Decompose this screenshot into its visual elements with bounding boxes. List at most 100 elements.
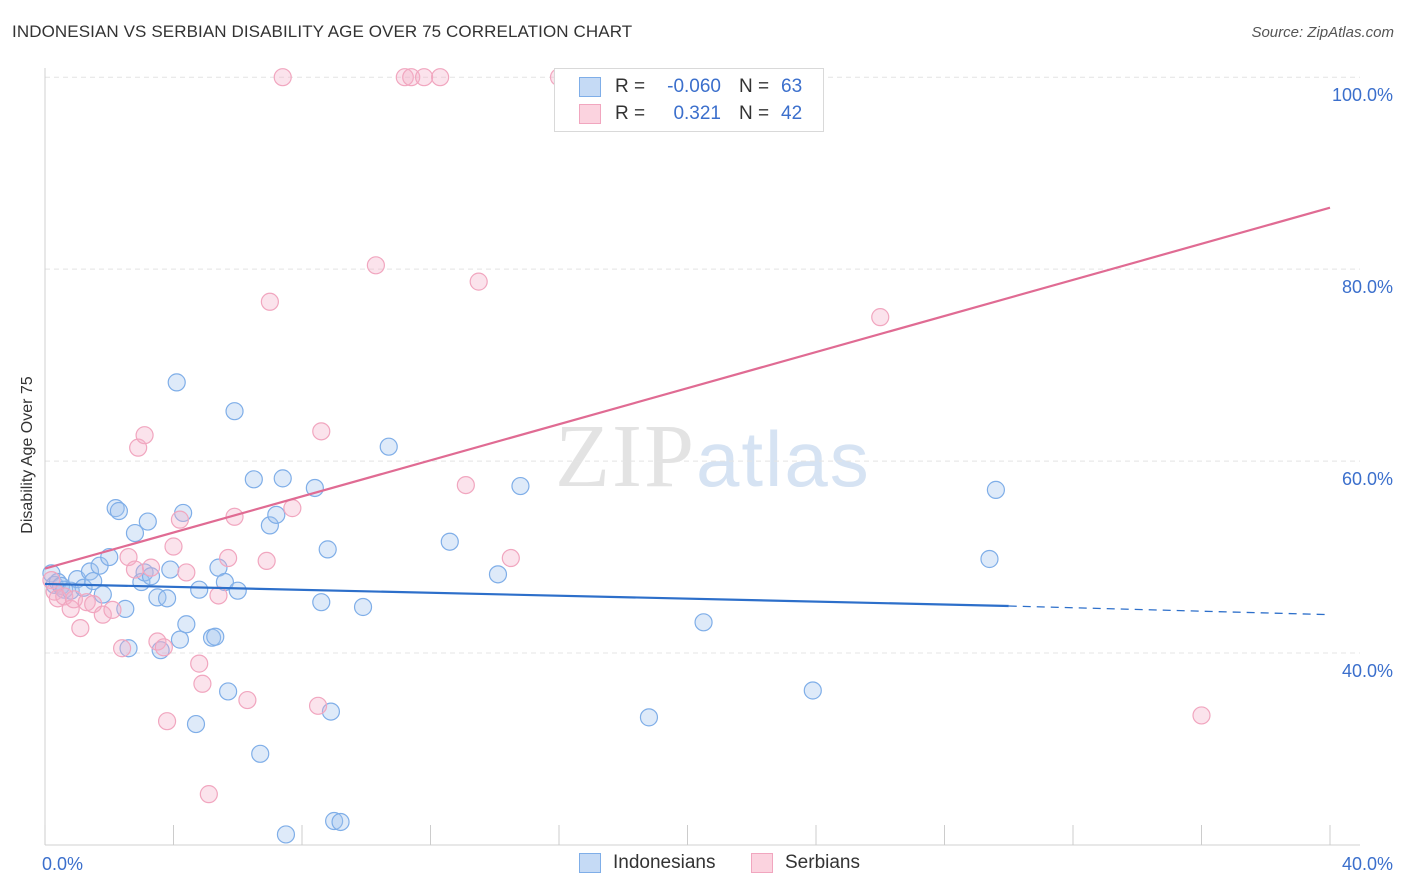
- legend-item-serbians: Serbians: [751, 852, 860, 874]
- r-value-indonesians: -0.060: [667, 76, 721, 97]
- point-indonesians: [273, 469, 292, 488]
- point-indonesians: [312, 593, 331, 612]
- point-indonesians: [119, 639, 138, 658]
- source-label: Source: ZipAtlas.com: [1251, 24, 1394, 41]
- point-serbians: [177, 563, 196, 582]
- point-serbians: [871, 308, 890, 327]
- legend-swatch-serbians: [579, 104, 601, 124]
- point-indonesians: [980, 549, 999, 569]
- point-serbians: [164, 537, 183, 556]
- point-indonesians: [276, 825, 296, 844]
- point-serbians: [273, 68, 292, 87]
- point-indonesians: [353, 597, 373, 617]
- point-serbians: [312, 422, 331, 441]
- point-serbians: [414, 68, 434, 87]
- n-label: N =: [739, 103, 770, 124]
- trendline-serbians: [44, 206, 1331, 570]
- point-indonesians: [148, 588, 167, 607]
- point-indonesians: [694, 613, 713, 632]
- legend-swatch-indonesians: [579, 853, 601, 873]
- stats-legend: R = -0.060 N = 63 R = 0.321 N = 42: [554, 68, 824, 132]
- point-serbians: [77, 593, 96, 612]
- legend-label-serbians: Serbians: [785, 852, 860, 873]
- point-serbians: [170, 510, 190, 529]
- point-indonesians: [318, 540, 337, 559]
- point-indonesians: [206, 627, 225, 646]
- point-indonesians: [177, 615, 196, 634]
- point-serbians: [308, 696, 328, 715]
- point-indonesians: [639, 708, 659, 727]
- point-serbians: [199, 785, 218, 804]
- point-serbians: [93, 605, 112, 624]
- watermark-atlas: atlas: [696, 415, 871, 503]
- x-tick-label: 0.0%: [42, 854, 83, 874]
- point-indonesians: [440, 532, 459, 551]
- legend-swatch-serbians: [751, 853, 773, 873]
- point-indonesians: [225, 402, 244, 421]
- point-serbians: [141, 558, 161, 577]
- point-serbians: [48, 589, 67, 608]
- point-indonesians: [267, 505, 286, 524]
- point-serbians: [125, 560, 145, 579]
- stats-row-indonesians: R = -0.060 N = 63: [579, 74, 802, 100]
- n-value-indonesians: 63: [781, 76, 803, 97]
- trendline-extension-indonesians: [1008, 605, 1331, 616]
- point-indonesians: [80, 562, 100, 581]
- point-indonesians: [511, 476, 530, 496]
- series-legend: Indonesians Serbians: [0, 852, 1406, 876]
- point-indonesians: [170, 630, 190, 649]
- point-serbians: [257, 551, 276, 571]
- point-serbians: [219, 548, 238, 568]
- chart-title: INDONESIAN VS SERBIAN DISABILITY AGE OVE…: [12, 22, 633, 41]
- point-serbians: [103, 600, 122, 619]
- point-indonesians: [161, 560, 180, 579]
- point-indonesians: [167, 373, 186, 392]
- watermark: ZIPatlas: [555, 405, 871, 508]
- r-label: R =: [615, 76, 646, 97]
- point-indonesians: [325, 811, 344, 831]
- point-indonesians: [186, 714, 206, 734]
- y-tick-label: 60.0%: [1342, 469, 1393, 489]
- point-serbians: [402, 68, 421, 87]
- point-indonesians: [803, 681, 822, 700]
- point-serbians: [366, 256, 385, 275]
- point-serbians: [456, 475, 475, 495]
- legend-swatch-indonesians: [579, 77, 601, 97]
- point-indonesians: [986, 480, 1006, 499]
- point-indonesians: [331, 812, 350, 832]
- point-serbians: [209, 586, 228, 605]
- point-serbians: [112, 639, 132, 658]
- point-indonesians: [251, 744, 270, 763]
- point-indonesians: [106, 499, 125, 518]
- n-label: N =: [739, 76, 770, 97]
- trendline-indonesians: [44, 582, 1009, 608]
- point-serbians: [469, 272, 488, 291]
- point-indonesians: [244, 470, 263, 489]
- legend-label-indonesians: Indonesians: [613, 852, 716, 873]
- point-indonesians: [228, 581, 247, 600]
- point-indonesians: [116, 599, 135, 619]
- point-serbians: [260, 292, 279, 311]
- point-indonesians: [109, 501, 128, 521]
- r-value-serbians: 0.321: [673, 103, 721, 124]
- point-serbians: [238, 690, 257, 710]
- point-indonesians: [488, 565, 508, 584]
- x-tick-label: 40.0%: [1342, 854, 1393, 874]
- point-serbians: [395, 68, 414, 87]
- point-indonesians: [260, 516, 279, 535]
- stats-row-serbians: R = 0.321 N = 42: [579, 101, 802, 127]
- point-serbians: [193, 674, 212, 693]
- point-serbians: [431, 68, 450, 87]
- point-serbians: [154, 638, 173, 657]
- point-indonesians: [125, 523, 145, 543]
- point-serbians: [135, 426, 154, 445]
- n-value-serbians: 42: [781, 103, 803, 124]
- point-indonesians: [219, 682, 238, 701]
- point-serbians: [61, 599, 80, 619]
- y-tick-label: 100.0%: [1332, 85, 1393, 105]
- point-serbians: [157, 712, 177, 731]
- point-serbians: [283, 499, 302, 518]
- point-indonesians: [190, 580, 209, 599]
- y-tick-label: 80.0%: [1342, 277, 1393, 297]
- legend-item-indonesians: Indonesians: [579, 852, 715, 874]
